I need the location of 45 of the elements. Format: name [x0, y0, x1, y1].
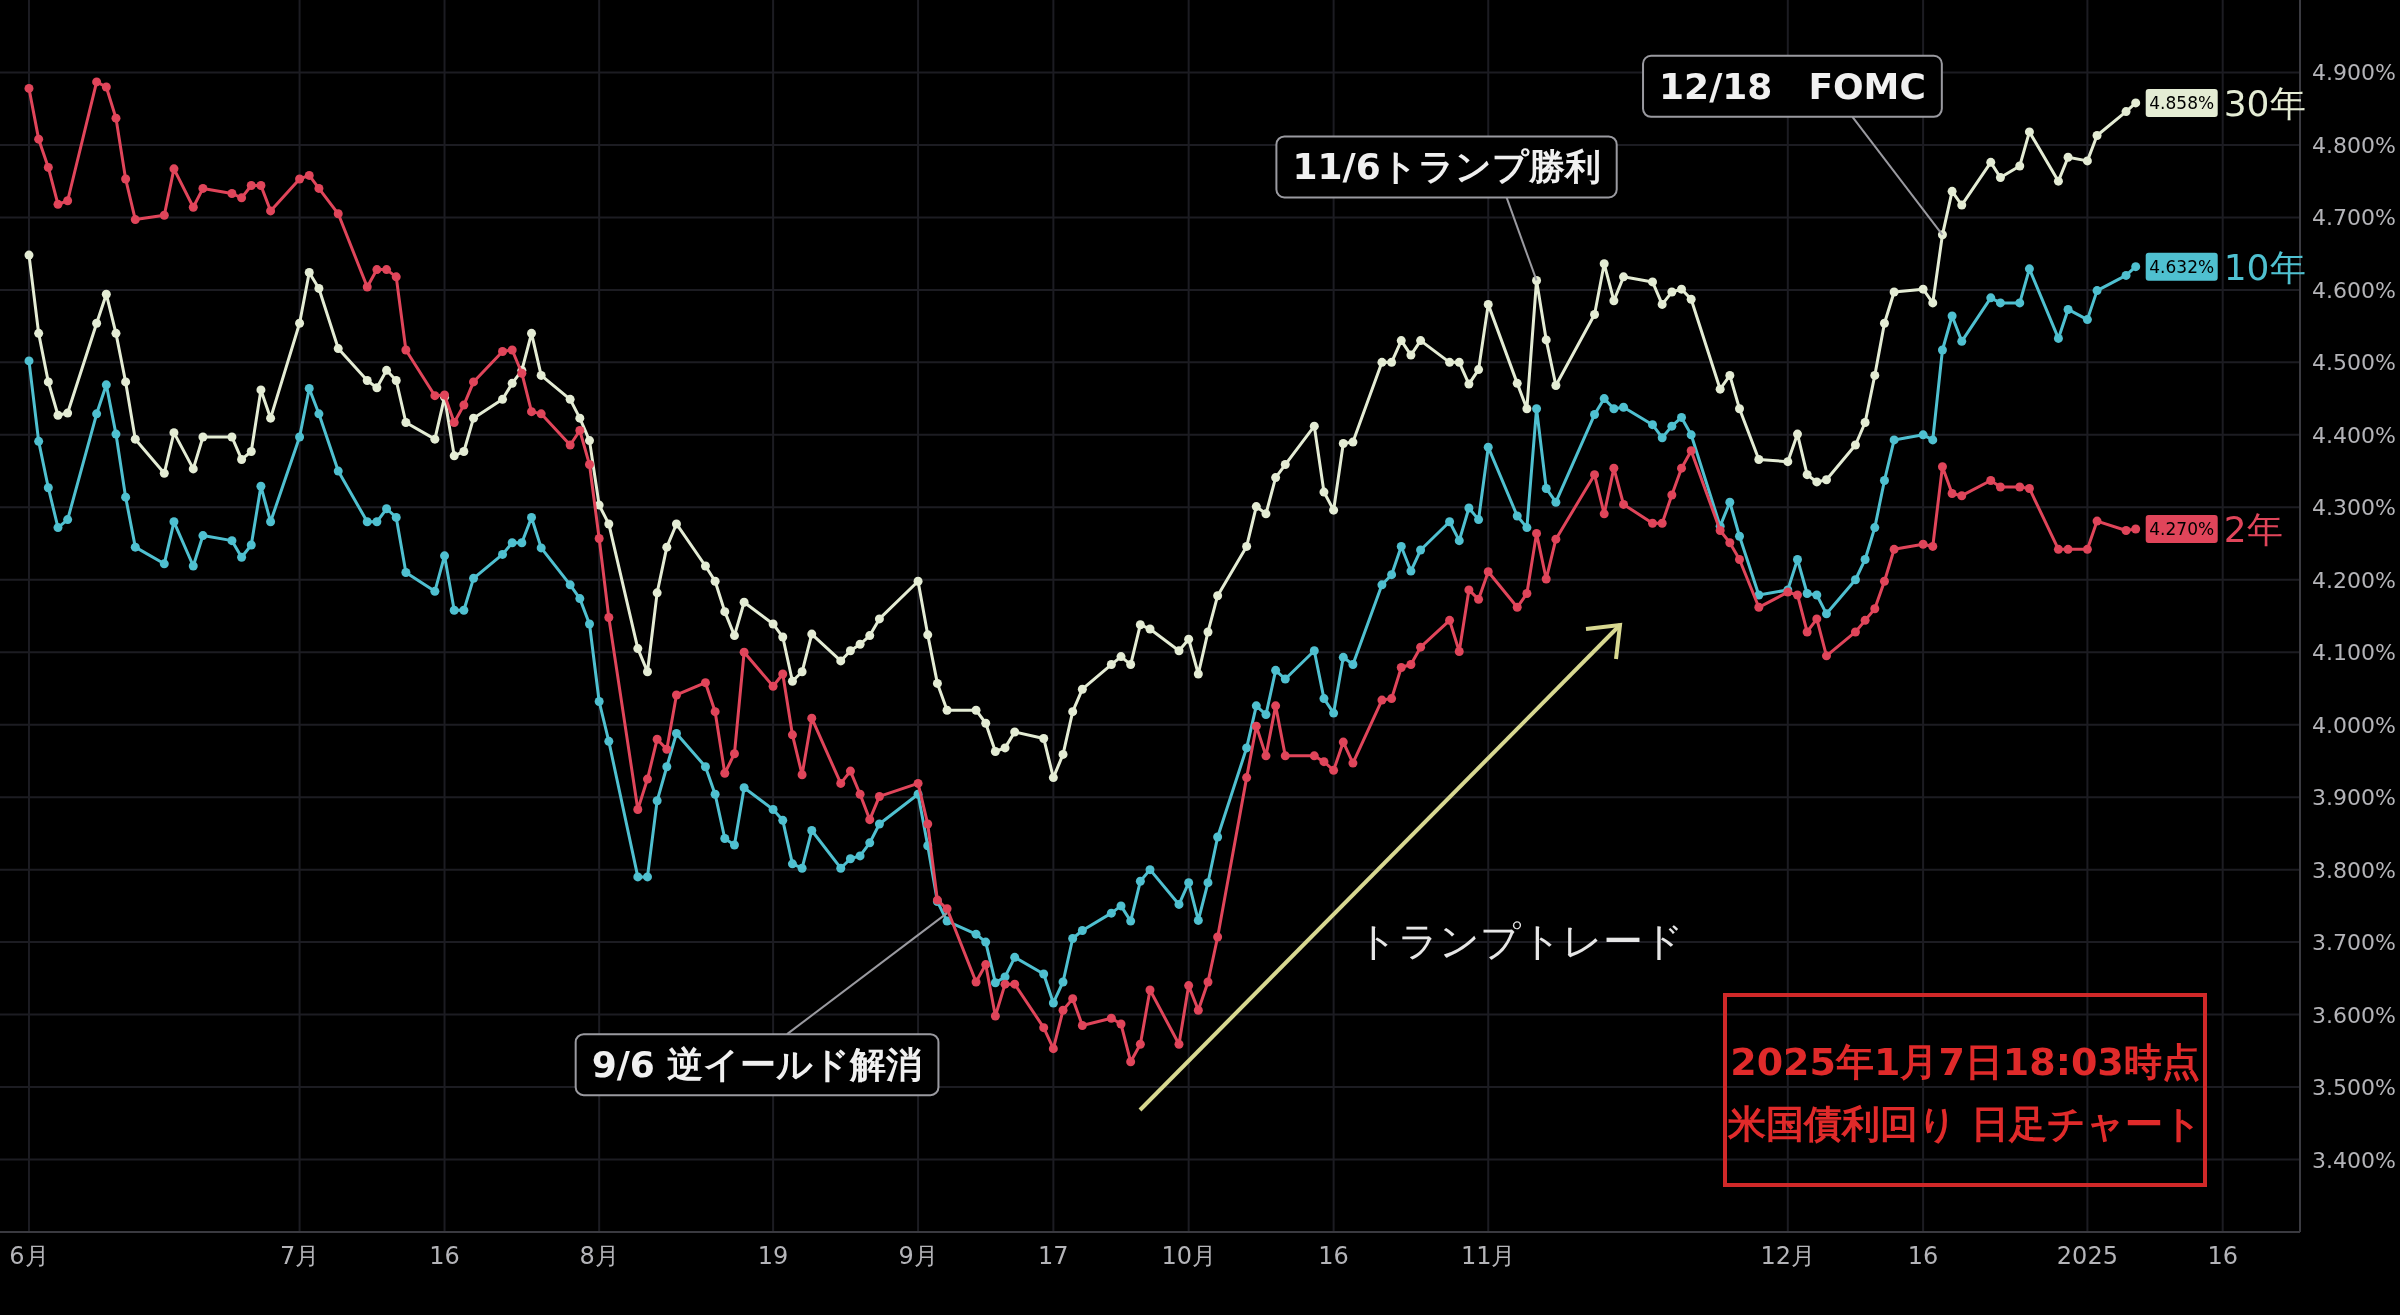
- y-tick-label: 4.100%: [2312, 640, 2396, 666]
- y-tick-label: 3.900%: [2312, 785, 2396, 811]
- y-tick-label: 3.700%: [2312, 930, 2396, 956]
- x-tick-label: 10月: [1161, 1242, 1216, 1270]
- x-tick-label: 12月: [1760, 1242, 1816, 1270]
- y-tick-label: 4.600%: [2312, 277, 2396, 303]
- annotation: 9/6 逆イールド解消: [591, 1044, 923, 1086]
- x-tick-label: 16: [2207, 1242, 2238, 1270]
- x-tick-label: 9月: [898, 1242, 938, 1270]
- x-tick-label: 2025: [2056, 1242, 2118, 1270]
- data-label: 4.270%: [2149, 519, 2215, 540]
- x-tick-label: 6月: [9, 1242, 49, 1270]
- y-tick-label: 4.300%: [2312, 495, 2396, 521]
- x-tick-label: 17: [1038, 1242, 1069, 1270]
- y-tick-label: 3.400%: [2312, 1147, 2396, 1173]
- x-tick-label: 11月: [1460, 1242, 1516, 1270]
- legend-label: 2年: [2223, 509, 2283, 551]
- y-tick-label: 4.800%: [2312, 132, 2396, 158]
- y-tick-label: 4.700%: [2312, 205, 2396, 231]
- y-tick-label: 4.400%: [2312, 422, 2396, 448]
- annotation: 12/18 FOMC: [1659, 65, 1926, 107]
- legend-label: 30年: [2223, 82, 2306, 124]
- x-tick-label: 16: [429, 1242, 460, 1270]
- annotation: 11/6トランプ勝利: [1292, 146, 1601, 188]
- annotation: 2025年1月7日18:03時点: [1730, 1040, 2200, 1084]
- annotation: 米国債利回り 日足チャート: [1727, 1102, 2202, 1146]
- callout: 11/6トランプ勝利: [1275, 135, 1618, 282]
- x-tick-label: 7月: [279, 1242, 320, 1270]
- callout: 12/18 FOMC: [1642, 54, 1944, 236]
- x-tick-label: 16: [1907, 1242, 1939, 1270]
- y-tick-label: 3.500%: [2312, 1075, 2396, 1101]
- data-label: 4.858%: [2149, 92, 2215, 113]
- x-tick-label: 19: [757, 1242, 789, 1270]
- y-tick-label: 4.500%: [2312, 350, 2396, 376]
- data-label: 4.632%: [2149, 256, 2215, 277]
- y-tick-label: 4.900%: [2312, 60, 2396, 86]
- y-tick-label: 4.000%: [2312, 712, 2396, 738]
- y-tick-label: 3.600%: [2312, 1002, 2396, 1028]
- callout: 9/6 逆イールド解消: [574, 912, 949, 1097]
- y-tick-label: 4.200%: [2312, 567, 2396, 593]
- y-tick-label: 3.800%: [2312, 857, 2396, 883]
- legend-label: 10年: [2223, 246, 2306, 288]
- x-tick-label: 16: [1318, 1242, 1349, 1270]
- x-tick-label: 8月: [579, 1242, 619, 1270]
- annotation: トランプトレード: [1356, 918, 1684, 964]
